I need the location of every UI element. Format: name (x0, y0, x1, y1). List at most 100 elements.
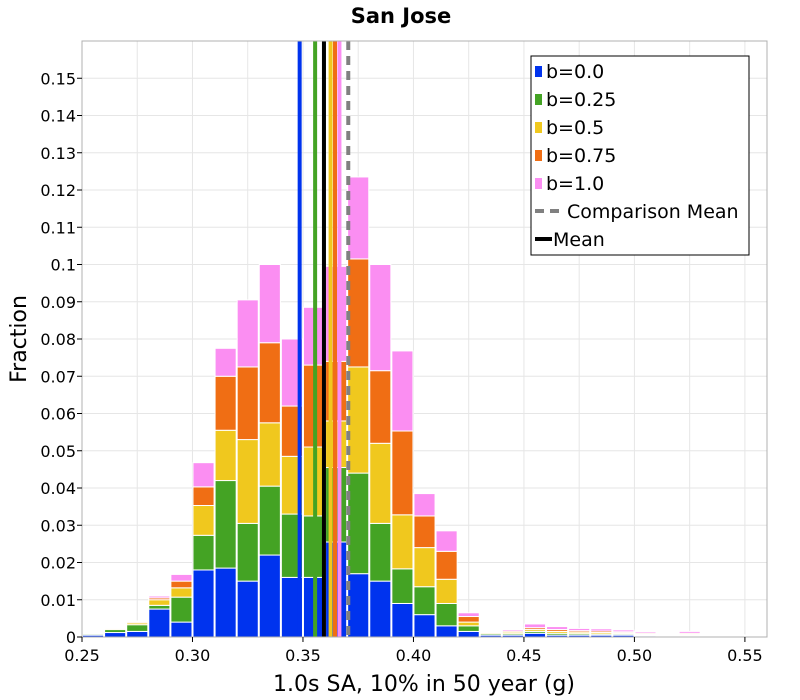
y-tick-label: 0.11 (40, 218, 76, 237)
bar-segment (435, 625, 458, 638)
y-tick-label: 0.15 (40, 69, 76, 88)
bar-segment (126, 630, 149, 638)
bar-segment (413, 493, 436, 517)
bar-segment (192, 569, 215, 638)
legend-label: Comparison Mean (567, 201, 739, 223)
x-tick-label: 0.35 (285, 646, 321, 665)
bar-segment (258, 485, 281, 556)
bar-segment (347, 258, 370, 368)
x-tick-label: 0.30 (175, 646, 211, 665)
bar-segment (700, 633, 723, 636)
bar-segment (347, 472, 370, 575)
bar-segment (170, 580, 193, 589)
y-tick-label: 0.07 (40, 367, 76, 386)
bar-segment (347, 366, 370, 474)
bar-segment (479, 630, 502, 633)
bar-segment (457, 621, 480, 627)
bar-segment (612, 629, 635, 633)
bar-segment (501, 629, 524, 632)
legend-label: b=0.25 (546, 89, 616, 111)
bar-segment (236, 580, 259, 638)
y-tick-label: 0.06 (40, 405, 76, 424)
y-tick-label: 0.13 (40, 144, 76, 163)
bar-segment (413, 515, 436, 549)
bar-segment (391, 568, 414, 604)
legend-label: Mean (553, 229, 605, 251)
bar-segment (391, 514, 414, 570)
x-axis-label: 1.0s SA, 10% in 50 year (g) (273, 672, 575, 697)
bar-segment (369, 522, 392, 582)
bar-segment (413, 586, 436, 616)
bar-segment (435, 578, 458, 604)
bar-segment (126, 624, 149, 632)
bar-segment (126, 620, 149, 623)
bar-segment (656, 632, 679, 635)
bar-segment (369, 370, 392, 444)
bar-segment (280, 338, 303, 407)
bar-segment (258, 264, 281, 344)
bar-segment (435, 530, 458, 552)
legend-swatch (535, 94, 542, 105)
bar-segment (148, 604, 171, 610)
legend-label: b=0.0 (546, 61, 604, 83)
y-tick-label: 0.09 (40, 293, 76, 312)
y-tick-label: 0 (66, 628, 76, 647)
x-tick-label: 0.25 (64, 646, 100, 665)
bar-segment (148, 608, 171, 638)
bar-segment (170, 621, 193, 638)
bar-segment (391, 350, 414, 432)
y-tick-label: 0.05 (40, 442, 76, 461)
bar-segment (546, 626, 569, 631)
bar-segment (214, 429, 237, 482)
x-tick-label: 0.40 (396, 646, 432, 665)
legend-swatch (535, 178, 542, 189)
bar-segment (104, 632, 127, 638)
bar-segment (214, 567, 237, 638)
legend: b=0.0 b=0.25 b=0.5 b=0.75 b=1.0 Comparison Me… (530, 55, 750, 256)
mean-lines (297, 41, 351, 637)
legend-box (530, 55, 750, 256)
legend-swatch (535, 122, 542, 133)
bar-segment (236, 439, 259, 524)
x-tick-label: 0.55 (727, 646, 763, 665)
bar-segment (523, 623, 547, 629)
bar-segment (391, 602, 414, 638)
bar-segment (258, 342, 281, 424)
bar-segment (457, 616, 480, 623)
bar-segment (457, 612, 480, 618)
bar-segment (170, 587, 193, 598)
x-tick-label: 0.45 (506, 646, 542, 665)
bar-segment (148, 599, 171, 606)
bar-segment (634, 631, 657, 634)
bar-segment (347, 573, 370, 638)
bar-segment (236, 299, 259, 368)
bar-segment (214, 347, 237, 377)
bar-segment (236, 522, 259, 582)
y-tick-label: 0.04 (40, 479, 76, 498)
bar-segment (457, 625, 480, 632)
bar-segment (413, 614, 436, 638)
bar-segment (192, 534, 215, 571)
bar-segment (369, 264, 392, 372)
bar-segment (568, 627, 591, 632)
bar-segment (258, 422, 281, 487)
y-tick-label: 0.03 (40, 516, 76, 535)
bar-segment (170, 573, 193, 582)
legend-label: b=0.75 (546, 145, 616, 167)
legend-label: b=1.0 (546, 173, 604, 195)
bar-segment (369, 442, 392, 524)
bar-segment (192, 505, 215, 536)
bar-segment (413, 547, 436, 588)
bar-segment (148, 595, 171, 599)
bar-segment (236, 366, 259, 441)
bar-segment (258, 554, 281, 638)
bar-segment (435, 602, 458, 627)
legend-label: b=0.5 (546, 117, 604, 139)
y-tick-label: 0.01 (40, 591, 76, 610)
chart-title: San Jose (351, 4, 452, 28)
bar-segment (192, 486, 215, 507)
bar-segment (391, 430, 414, 516)
y-tick-label: 0.1 (51, 256, 76, 275)
bar-segment (523, 632, 547, 638)
